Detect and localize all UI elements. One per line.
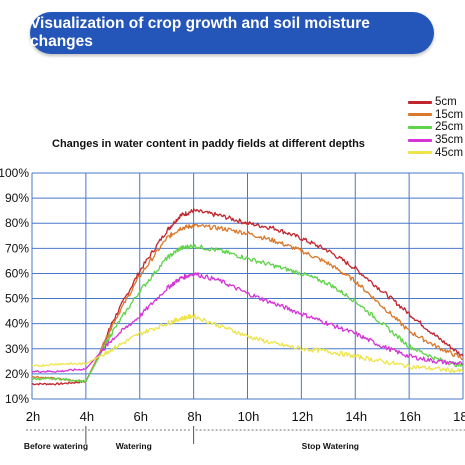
series-line-45cm xyxy=(32,313,464,374)
legend-item: 45cm xyxy=(408,146,465,159)
legend-item: 25cm xyxy=(408,121,465,134)
banner-title: Visualization of crop growth and soil mo… xyxy=(30,12,434,54)
y-tick-label: 30% xyxy=(5,342,29,356)
x-tick-label: 16h xyxy=(399,409,421,424)
y-tick-label: 60% xyxy=(5,266,29,280)
grid xyxy=(31,172,464,400)
x-tick-label: 18h xyxy=(453,409,465,424)
legend-label: 25cm xyxy=(435,121,464,134)
x-tick-label: 12h xyxy=(292,409,314,424)
y-tick-label: 20% xyxy=(5,367,29,381)
x-tick-label: 4h xyxy=(80,409,94,424)
y-tick-label: 80% xyxy=(5,216,29,230)
legend-label: 35cm xyxy=(435,134,464,147)
legend-item: 15cm xyxy=(408,109,465,122)
x-tick-label: 8h xyxy=(187,409,201,424)
y-tick-label: 90% xyxy=(5,191,29,205)
legend-label: 5cm xyxy=(435,96,457,109)
legend-item: 5cm xyxy=(408,96,465,109)
y-tick-label: 50% xyxy=(5,292,29,306)
y-tick-label: 70% xyxy=(5,241,29,255)
legend-swatch xyxy=(408,125,432,129)
legend-swatch xyxy=(408,113,432,117)
legend-label: 15cm xyxy=(435,108,464,121)
legend-swatch xyxy=(408,138,432,142)
phase-label: Watering xyxy=(116,441,152,451)
x-tick-label: 10h xyxy=(238,409,260,424)
x-tick-label: 2h xyxy=(26,409,40,424)
phase-annotations: Before watering Watering Stop Watering xyxy=(24,426,465,451)
y-tick-label: 100% xyxy=(0,166,29,180)
x-tick-label: 14h xyxy=(345,409,367,424)
legend: 5cm 15cm 25cm 35cm 45cm xyxy=(408,96,465,159)
phase-label: Stop Watering xyxy=(302,441,359,451)
y-tick-label: 40% xyxy=(5,317,29,331)
legend-swatch xyxy=(408,151,432,155)
series-line-35cm xyxy=(31,272,464,373)
series-lines xyxy=(31,208,464,386)
chart-title: Changes in water content in paddy fields… xyxy=(52,138,365,150)
legend-item: 35cm xyxy=(408,134,465,147)
y-tick-label: 10% xyxy=(5,392,29,406)
legend-label: 45cm xyxy=(435,146,464,159)
legend-swatch xyxy=(408,100,432,104)
x-tick-label: 6h xyxy=(134,409,148,424)
phase-label: Before watering xyxy=(24,441,88,451)
x-axis: 2h 4h 6h 8h 10h 12h 14h 16h 18h xyxy=(26,409,465,424)
y-axis: 10% 20% 30% 40% 50% 60% 70% 80% 90% 100% xyxy=(0,166,29,406)
